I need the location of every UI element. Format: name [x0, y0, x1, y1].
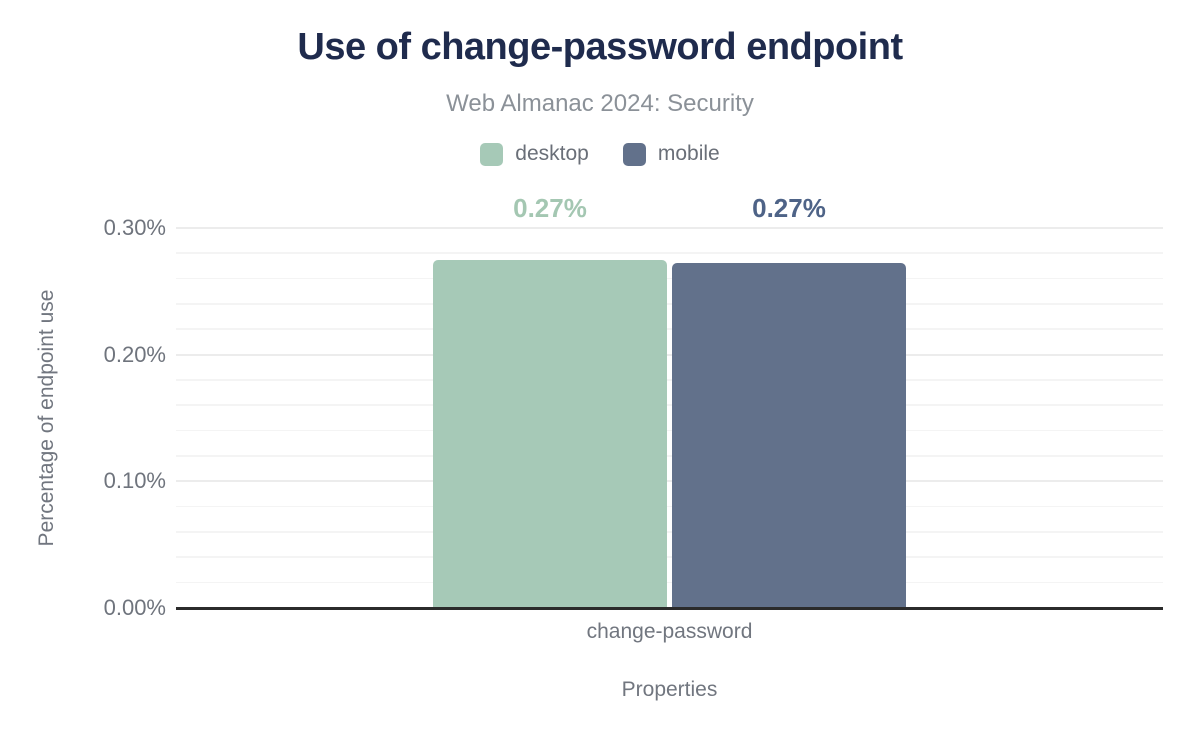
gridline-minor	[176, 429, 1163, 432]
y-tick-label: 0.30%	[103, 215, 166, 240]
legend-item-mobile[interactable]: mobile	[622, 142, 720, 166]
y-tick-label: 0.00%	[103, 595, 166, 620]
gridline-major	[176, 480, 1163, 483]
gridline-minor	[176, 328, 1163, 330]
gridline-minor	[176, 505, 1163, 508]
gridline-minor	[176, 303, 1163, 305]
y-axis-title: Percentage of endpoint use	[35, 289, 58, 547]
x-axis-title: Properties	[621, 678, 718, 701]
gridline-major	[176, 227, 1163, 229]
plot-area	[176, 227, 1163, 610]
gridline-minor	[176, 404, 1163, 406]
legend-item-desktop[interactable]: desktop	[480, 142, 589, 166]
chart-subtitle: Web Almanac 2024: Security	[446, 90, 754, 117]
x-axis-line	[176, 607, 1163, 610]
data-label-desktop: 0.27%	[513, 193, 587, 223]
bar-desktop[interactable]	[433, 259, 667, 608]
legend-swatch-desktop	[480, 142, 504, 166]
gridline-minor	[176, 379, 1163, 381]
gridline-minor	[176, 556, 1163, 558]
chart-title: Use of change-password endpoint	[297, 26, 903, 68]
legend: desktop mobile	[0, 142, 1200, 166]
y-tick-label: 0.20%	[103, 341, 166, 367]
data-label-mobile: 0.27%	[752, 193, 826, 223]
gridline-major	[176, 353, 1163, 356]
gridline-minor	[176, 581, 1163, 584]
x-axis-tick-label: change-password	[586, 620, 753, 643]
gridline-minor	[176, 455, 1163, 457]
y-tick-label: 0.10%	[103, 468, 166, 494]
gridline-minor	[176, 252, 1163, 254]
legend-label-mobile: mobile	[657, 142, 720, 165]
legend-swatch-mobile	[622, 142, 646, 166]
gridline-minor	[176, 277, 1163, 280]
gridline-minor	[176, 531, 1163, 533]
legend-label-desktop: desktop	[515, 142, 589, 165]
bar-mobile[interactable]	[672, 263, 906, 608]
